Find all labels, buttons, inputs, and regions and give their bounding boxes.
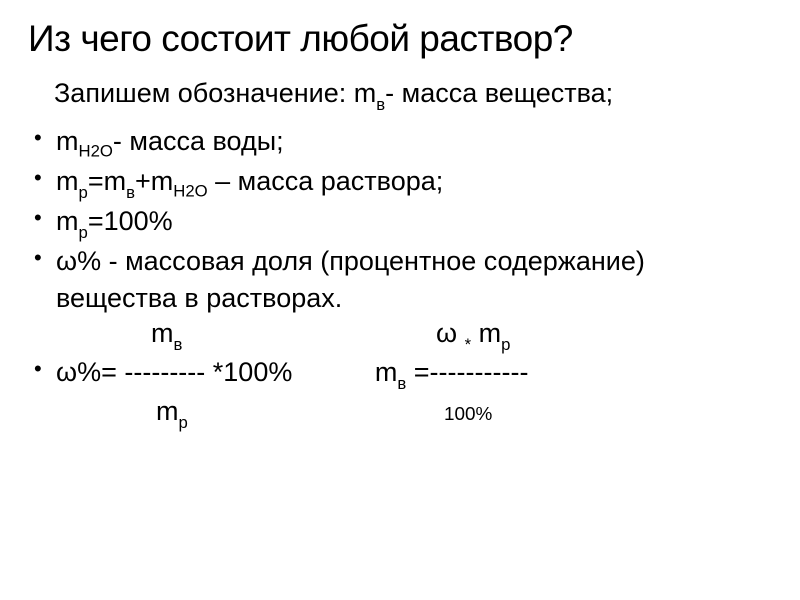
fr-top-right-a: ω — [436, 318, 465, 348]
b1-sub: H2O — [79, 142, 113, 161]
b2-c-sub: H2O — [173, 182, 207, 201]
b2-c: +m — [135, 166, 173, 196]
b1-prefix: m — [56, 126, 79, 156]
fr-bot-left-sub: р — [179, 413, 188, 432]
b2-b: =m — [88, 166, 126, 196]
fr-top-right-star: * — [465, 335, 472, 354]
b2-a: m — [56, 166, 79, 196]
slide-title: Из чего состоит любой раствор? — [28, 18, 772, 60]
b5-a: ω%= --------- *100% — [56, 357, 292, 387]
b2-d: – масса раствора; — [208, 166, 444, 196]
list-item: ω% - массовая доля (процентное содержани… — [34, 243, 772, 316]
b2-b-sub: в — [126, 183, 135, 202]
b4-text: ω% - массовая доля (процентное содержани… — [56, 246, 645, 312]
fr-top-left-a: m — [151, 318, 174, 348]
b5-spacer — [292, 357, 375, 387]
b2-a-sub: р — [79, 183, 88, 202]
b1-suffix: - масса воды; — [113, 126, 284, 156]
intro-prefix: Запишем обозначение: m — [54, 78, 376, 108]
bullet-list: mH2O- масса воды; mр=mв+mH2O – масса рас… — [34, 123, 772, 316]
list-item: ω%= --------- *100% mв =----------- — [34, 354, 772, 394]
b5-c: =----------- — [406, 357, 528, 387]
list-item: mH2O- масса воды; — [34, 123, 772, 163]
intro-suffix: - масса вещества; — [385, 78, 613, 108]
list-item: mр=mв+mH2O – масса раствора; — [34, 163, 772, 203]
intro-line: Запишем обозначение: mв- масса вещества; — [54, 78, 772, 113]
list-item: mр=100% — [34, 203, 772, 243]
fr-bot-right: 100% — [444, 404, 492, 425]
b5-b-sub: в — [397, 374, 406, 393]
fr-top-left-sub: в — [174, 335, 183, 354]
fraction-denominator-row: mр 100% — [56, 394, 772, 432]
fraction-numerator-row: mв ω * mр — [56, 316, 772, 354]
b3-a-sub: р — [79, 223, 88, 242]
b5-b: m — [375, 357, 398, 387]
fr-top-right-sub: р — [501, 335, 510, 354]
b3-a: m — [56, 206, 79, 236]
bullet-list-2: ω%= --------- *100% mв =----------- — [34, 354, 772, 394]
fr-bot-left-a: m — [156, 396, 179, 426]
b3-b: =100% — [88, 206, 173, 236]
intro-sub: в — [376, 95, 385, 114]
fr-top-right-b: m — [471, 318, 501, 348]
